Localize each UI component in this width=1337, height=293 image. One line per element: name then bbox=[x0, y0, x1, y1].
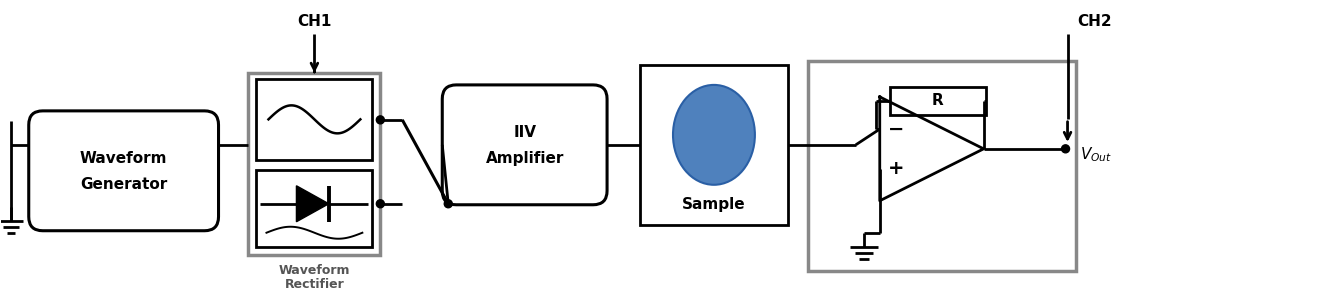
Text: Waveform: Waveform bbox=[80, 151, 167, 166]
Text: Sample: Sample bbox=[682, 197, 746, 212]
FancyBboxPatch shape bbox=[443, 85, 607, 205]
Bar bbox=[257, 170, 372, 247]
Text: R: R bbox=[932, 93, 944, 108]
Text: CH2: CH2 bbox=[1078, 14, 1112, 30]
Circle shape bbox=[1062, 145, 1070, 153]
Bar bbox=[257, 79, 372, 160]
Bar bbox=[640, 65, 787, 225]
Text: Generator: Generator bbox=[80, 177, 167, 192]
Ellipse shape bbox=[673, 85, 755, 185]
Circle shape bbox=[376, 200, 384, 208]
Bar bbox=[249, 73, 380, 255]
Text: Waveform: Waveform bbox=[278, 264, 350, 277]
Text: IIV: IIV bbox=[513, 125, 536, 140]
Text: Rectifier: Rectifier bbox=[285, 278, 345, 291]
Text: −: − bbox=[888, 120, 904, 139]
Text: +: + bbox=[888, 159, 904, 178]
Text: Amplifier: Amplifier bbox=[485, 151, 564, 166]
FancyBboxPatch shape bbox=[28, 111, 218, 231]
Bar bbox=[889, 87, 985, 115]
Circle shape bbox=[444, 200, 452, 208]
Text: CH1: CH1 bbox=[297, 14, 332, 30]
Bar bbox=[808, 61, 1075, 271]
Polygon shape bbox=[297, 186, 329, 222]
Text: $V_{Out}$: $V_{Out}$ bbox=[1079, 145, 1111, 164]
Circle shape bbox=[376, 116, 384, 124]
